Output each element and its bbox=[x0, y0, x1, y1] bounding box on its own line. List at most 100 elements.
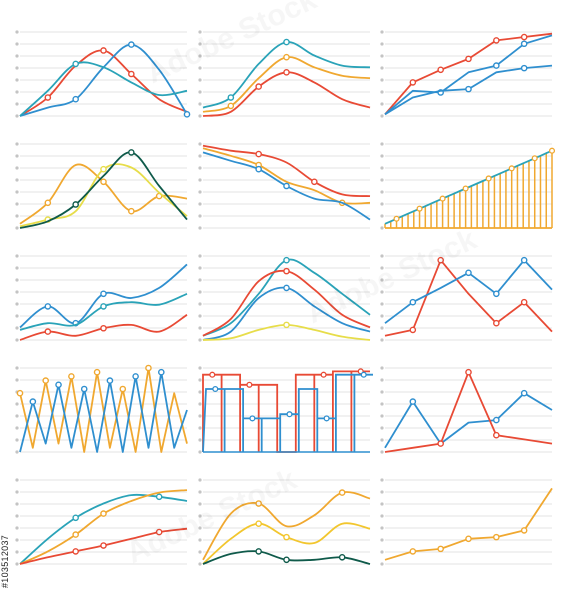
y-tick bbox=[15, 426, 19, 430]
data-point bbox=[249, 415, 256, 422]
y-tick bbox=[198, 254, 202, 258]
y-tick bbox=[15, 438, 19, 442]
data-point bbox=[212, 385, 219, 393]
data-point bbox=[485, 175, 492, 182]
stock-id-label: #103512037 bbox=[0, 534, 10, 588]
y-tick bbox=[198, 114, 202, 118]
data-point bbox=[437, 545, 444, 553]
step-series-2 bbox=[202, 373, 373, 453]
data-point bbox=[323, 415, 330, 422]
chart-panel-2 bbox=[198, 30, 371, 118]
data-point bbox=[72, 548, 79, 555]
data-point bbox=[338, 553, 346, 561]
y-tick bbox=[198, 390, 202, 394]
y-tick bbox=[198, 338, 202, 342]
y-tick bbox=[380, 326, 384, 330]
y-tick bbox=[380, 438, 384, 442]
y-tick bbox=[380, 78, 384, 82]
data-point bbox=[320, 371, 327, 378]
y-tick bbox=[380, 378, 384, 382]
data-point bbox=[360, 371, 367, 378]
data-point bbox=[548, 147, 556, 154]
data-point bbox=[255, 548, 262, 555]
y-tick bbox=[380, 538, 384, 542]
y-tick bbox=[380, 502, 384, 506]
y-tick bbox=[15, 378, 19, 382]
data-point bbox=[246, 381, 253, 388]
y-tick bbox=[198, 42, 202, 46]
y-tick bbox=[15, 78, 19, 82]
data-point bbox=[283, 256, 290, 264]
data-point bbox=[44, 199, 52, 207]
data-point bbox=[493, 62, 500, 69]
y-tick bbox=[380, 550, 384, 554]
y-tick bbox=[380, 278, 384, 282]
data-point bbox=[437, 256, 444, 264]
chart-panel-10 bbox=[15, 364, 188, 454]
y-tick bbox=[15, 266, 19, 270]
y-tick bbox=[198, 378, 202, 382]
y-tick bbox=[198, 426, 202, 430]
data-point bbox=[520, 33, 528, 41]
y-tick bbox=[15, 90, 19, 94]
y-tick bbox=[198, 190, 202, 194]
y-tick bbox=[198, 54, 202, 58]
y-tick bbox=[380, 30, 384, 34]
data-point bbox=[209, 371, 216, 378]
chart-panel-12 bbox=[380, 366, 553, 454]
data-point bbox=[100, 324, 107, 332]
data-point bbox=[72, 95, 79, 103]
series-line-1 bbox=[19, 367, 188, 453]
y-tick bbox=[15, 154, 19, 158]
data-point bbox=[44, 328, 52, 335]
y-tick bbox=[198, 166, 202, 170]
y-tick bbox=[380, 190, 384, 194]
series-line-1 bbox=[202, 144, 371, 197]
data-point bbox=[100, 510, 107, 517]
y-tick bbox=[15, 326, 19, 330]
chart-panel-7 bbox=[15, 254, 188, 342]
chart-panel-14 bbox=[198, 478, 371, 566]
y-tick bbox=[15, 166, 19, 170]
series-line-1 bbox=[202, 491, 371, 561]
y-tick bbox=[198, 154, 202, 158]
y-tick bbox=[15, 490, 19, 494]
y-tick bbox=[15, 54, 19, 58]
data-point bbox=[283, 533, 290, 541]
data-point bbox=[100, 165, 107, 173]
y-tick bbox=[380, 514, 384, 518]
chart-panel-1 bbox=[15, 30, 191, 118]
data-point bbox=[520, 40, 528, 48]
data-point bbox=[255, 520, 262, 527]
data-point bbox=[493, 319, 500, 327]
y-tick bbox=[15, 502, 19, 506]
data-point bbox=[155, 493, 163, 501]
data-point bbox=[493, 290, 500, 298]
y-tick bbox=[380, 166, 384, 170]
data-point bbox=[44, 303, 52, 310]
data-point bbox=[493, 431, 500, 439]
y-tick bbox=[198, 526, 202, 530]
y-tick bbox=[15, 450, 19, 454]
data-point bbox=[100, 290, 107, 298]
data-point bbox=[311, 178, 318, 186]
y-tick bbox=[15, 538, 19, 542]
data-point bbox=[68, 373, 75, 380]
y-tick bbox=[380, 178, 384, 182]
y-tick bbox=[15, 402, 19, 406]
chart-panel-4 bbox=[15, 142, 188, 230]
chart-panel-3 bbox=[380, 30, 553, 118]
series-line-2 bbox=[384, 34, 553, 115]
data-point bbox=[255, 165, 262, 173]
data-point bbox=[119, 385, 127, 393]
y-tick bbox=[15, 562, 19, 566]
y-tick bbox=[15, 202, 19, 206]
y-tick bbox=[198, 502, 202, 506]
series-line-3 bbox=[202, 71, 371, 117]
data-point bbox=[338, 489, 346, 496]
data-point bbox=[462, 185, 469, 192]
y-tick bbox=[198, 326, 202, 330]
data-point bbox=[437, 440, 444, 447]
data-point bbox=[227, 102, 235, 110]
